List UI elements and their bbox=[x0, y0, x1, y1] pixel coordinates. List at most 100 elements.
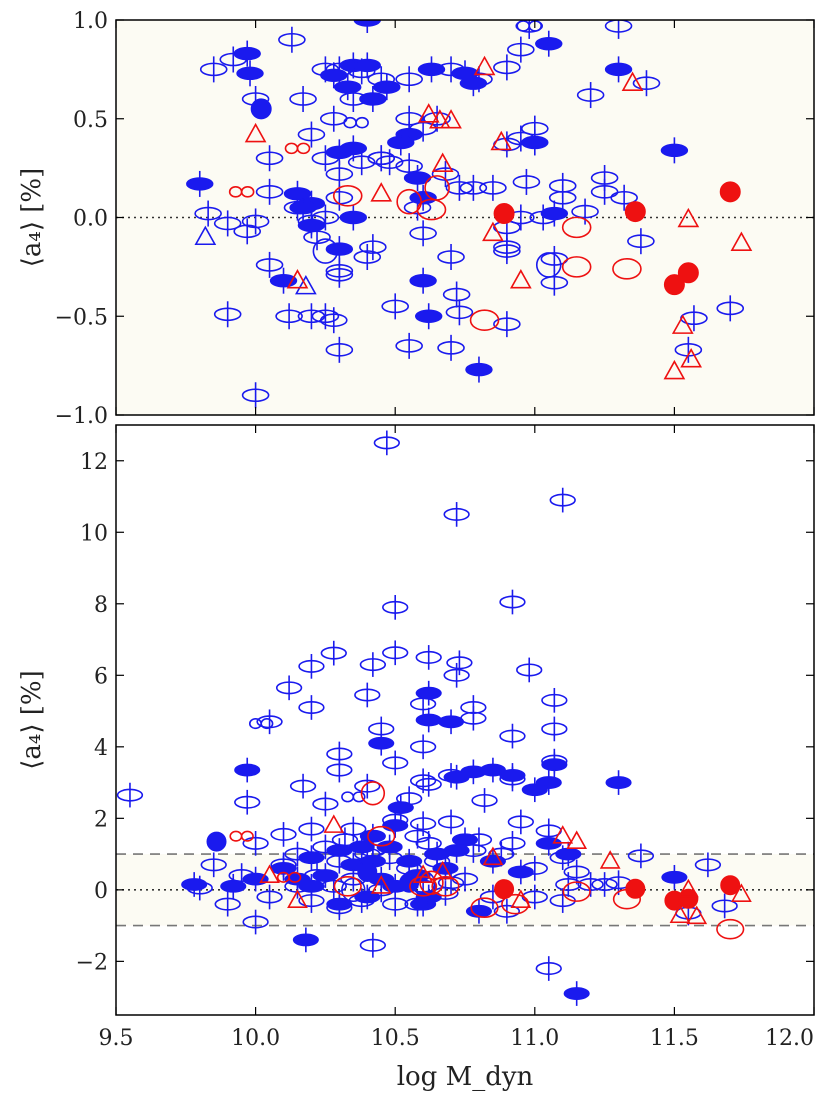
point-top-s1-8 bbox=[373, 74, 401, 101]
point-top-s0-75 bbox=[297, 303, 326, 330]
point-top-s0-24 bbox=[442, 281, 471, 308]
point-bottom-s0-59 bbox=[214, 891, 241, 917]
point-top-s4-0 bbox=[343, 116, 369, 129]
panel-top: −1.0 −0.5 0.0 0.5 1.0 ⟨a₄⟩ [%] bbox=[17, 9, 815, 429]
point-bottom-s1-4 bbox=[415, 680, 442, 706]
point-bottom-s0-6 bbox=[320, 640, 347, 666]
point-bottom-s1-39 bbox=[326, 891, 353, 917]
markers-top bbox=[186, 20, 753, 409]
point-bottom-s0-60 bbox=[256, 884, 283, 910]
point-bottom-s0-21 bbox=[499, 723, 526, 749]
ylabel-top: ⟨a₄⟩ [%] bbox=[17, 168, 47, 267]
point-bottom-s8-1 bbox=[360, 781, 386, 806]
point-bottom-s7-1 bbox=[367, 825, 396, 847]
point-bottom-s1-18 bbox=[563, 981, 590, 1006]
point-top-s7-9 bbox=[509, 269, 532, 289]
point-bottom-s1-10 bbox=[499, 763, 526, 788]
point-bottom-s2-1 bbox=[357, 861, 378, 882]
point-bottom-s6-6 bbox=[731, 883, 752, 902]
ylabel-bottom: ⟨a₄⟩ [%] bbox=[17, 670, 47, 769]
point-top-s0-20 bbox=[395, 332, 423, 359]
xtick-label-4: 11.5 bbox=[650, 1026, 699, 1051]
point-top-s1-32 bbox=[660, 137, 689, 164]
point-top-s0-79 bbox=[632, 70, 661, 97]
point-top-s8-0 bbox=[332, 184, 363, 207]
point-top-s7-0 bbox=[244, 122, 267, 143]
point-top-s0-22 bbox=[437, 244, 465, 270]
ytick-label-bottom-0: −2 bbox=[76, 950, 108, 975]
xtick-label-5: 12.0 bbox=[765, 1026, 814, 1051]
point-top-s0-80 bbox=[604, 20, 633, 39]
ytick-label-bottom-3: 4 bbox=[94, 736, 108, 761]
point-bottom-s1-32 bbox=[451, 827, 479, 853]
point-bottom-s6-9 bbox=[412, 864, 434, 883]
point-bottom-s0-22 bbox=[541, 716, 568, 742]
point-bottom-s1-26 bbox=[220, 873, 247, 899]
point-bottom-s0-57 bbox=[711, 893, 738, 919]
point-bottom-s1-8 bbox=[460, 759, 487, 785]
xtick-label-1: 10.0 bbox=[231, 1026, 280, 1051]
point-bottom-s0-34 bbox=[471, 788, 498, 813]
ytick-label-bottom-7: 12 bbox=[80, 450, 108, 475]
point-bottom-s6-11 bbox=[287, 889, 308, 909]
point-top-s0-36 bbox=[548, 184, 577, 211]
point-bottom-s0-15 bbox=[275, 675, 303, 701]
point-bottom-s0-1 bbox=[373, 430, 400, 456]
point-top-s7-3 bbox=[440, 109, 462, 129]
point-top-s7-8 bbox=[370, 182, 393, 202]
point-top-s3-0 bbox=[194, 225, 217, 246]
point-top-s0-32 bbox=[512, 168, 541, 195]
point-top-s0-78 bbox=[576, 82, 605, 109]
point-top-s0-47 bbox=[445, 174, 474, 201]
point-bottom-s0-47 bbox=[437, 809, 465, 835]
point-top-s1-20 bbox=[325, 236, 354, 263]
point-top-s0-19 bbox=[381, 293, 410, 320]
point-bottom-s0-11 bbox=[446, 650, 473, 676]
point-bottom-s0-7 bbox=[382, 640, 409, 666]
point-top-s0-86 bbox=[241, 382, 270, 409]
point-top-s0-5 bbox=[194, 200, 222, 227]
point-bottom-s7-7 bbox=[501, 893, 530, 915]
point-top-s1-19 bbox=[289, 194, 317, 221]
point-top-s6-2 bbox=[663, 274, 685, 296]
point-bottom-s7-5 bbox=[612, 888, 642, 910]
point-bottom-s6-3 bbox=[552, 825, 574, 844]
point-bottom-s0-72 bbox=[591, 872, 618, 897]
point-bottom-s0-20 bbox=[460, 695, 487, 720]
point-bottom-s0-26 bbox=[382, 750, 409, 776]
point-top-s0-73 bbox=[289, 86, 317, 112]
point-bottom-s0-88 bbox=[242, 831, 269, 856]
point-bottom-s0-49 bbox=[499, 831, 526, 856]
axes-frame-bottom bbox=[115, 424, 815, 1016]
point-bottom-s6-14 bbox=[566, 830, 588, 850]
point-bottom-s0-0 bbox=[116, 782, 144, 808]
point-bottom-s1-45 bbox=[387, 795, 414, 820]
ytick-label-top-3: 0.5 bbox=[73, 108, 108, 133]
point-bottom-s1-40 bbox=[376, 834, 403, 860]
point-top-s7-4 bbox=[473, 55, 496, 76]
point-top-s7-13 bbox=[671, 314, 694, 334]
point-bottom-s7-0 bbox=[333, 875, 362, 897]
xtick-label-3: 11.0 bbox=[510, 1026, 559, 1051]
point-top-s3-1 bbox=[294, 274, 317, 295]
point-bottom-s6-7 bbox=[669, 904, 691, 924]
point-top-s1-4 bbox=[320, 62, 348, 89]
point-bottom-s1-0 bbox=[181, 872, 208, 897]
point-bottom-s0-12 bbox=[443, 662, 470, 688]
point-bottom-s0-41 bbox=[298, 816, 325, 842]
point-bottom-s6-12 bbox=[370, 875, 392, 894]
point-top-s7-2 bbox=[429, 109, 451, 129]
point-top-s10-0 bbox=[228, 186, 255, 198]
point-top-s1-21 bbox=[297, 212, 326, 239]
point-top-s0-40 bbox=[627, 228, 655, 255]
point-bottom-s1-34 bbox=[507, 859, 534, 885]
point-bottom-s6-13 bbox=[510, 889, 532, 909]
point-top-s7-14 bbox=[663, 359, 686, 380]
point-top-s0-0 bbox=[199, 56, 228, 83]
point-bottom-s7-3 bbox=[470, 897, 499, 919]
point-bottom-s0-98 bbox=[404, 823, 431, 849]
point-top-s1-7 bbox=[359, 86, 387, 112]
point-bottom-s0-24 bbox=[409, 734, 437, 760]
point-bottom-s8-0 bbox=[419, 870, 444, 895]
point-top-s7-7 bbox=[431, 152, 454, 172]
